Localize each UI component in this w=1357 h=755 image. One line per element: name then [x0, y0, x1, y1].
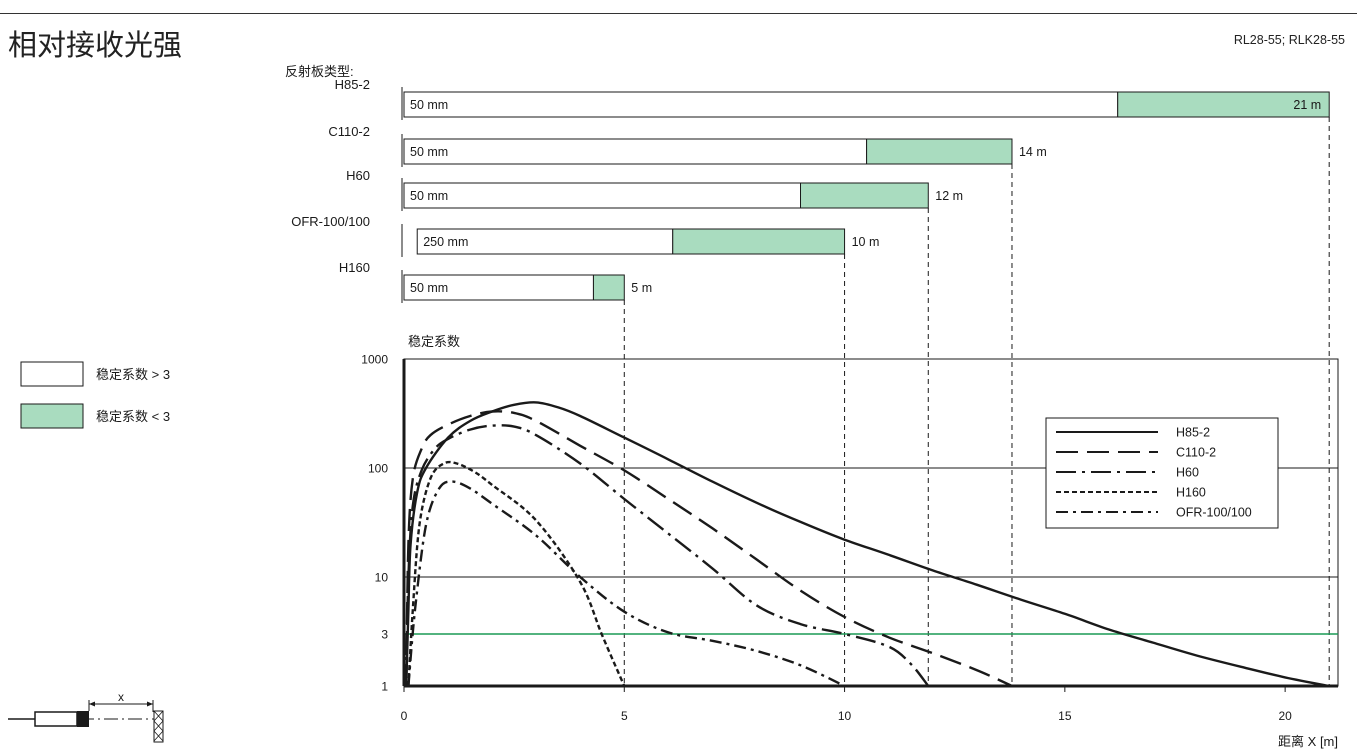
bar-row-c110-2: C110-2 50 mm 14 m [328, 124, 1047, 167]
legend-box-good [20, 361, 84, 387]
curve-c110-2 [405, 410, 1013, 686]
bar-segment-weak [800, 182, 929, 209]
legend-label-ofr-100-100: OFR-100/100 [1176, 506, 1252, 520]
reflector-type-label: H60 [346, 168, 370, 183]
legend-label-weak: 稳定系数 < 3 [96, 409, 170, 424]
x-axis-title: 距离 X [m] [1278, 734, 1338, 749]
bar-segment-stable [403, 138, 868, 165]
bar-row-ofr-100-100: OFR-100/100 250 mm 10 m [291, 214, 879, 257]
top-rule [0, 13, 1357, 14]
x-tick-label: 0 [401, 709, 408, 723]
curves [405, 401, 1330, 686]
y-axis-title: 稳定系数 [408, 334, 460, 349]
line-legend: H85-2 C110-2 H60 H160 OFR-100/100 [1045, 417, 1279, 529]
bar-segment-stable [403, 182, 802, 209]
dimension-arrow-left [89, 701, 95, 707]
curve-h160 [407, 460, 626, 686]
y-tick-label: 10 [375, 571, 389, 585]
curve-ofr-100-100 [407, 480, 846, 686]
y-tick-label: 1 [381, 680, 388, 694]
x-tick-label: 15 [1058, 709, 1072, 723]
sensor-body [34, 711, 78, 727]
legend-label-good: 稳定系数 > 3 [96, 367, 170, 382]
curve-h60 [405, 424, 930, 686]
stability-chart: 稳定系数 1 3 10 100 1000 0 5 10 15 20 距离 X [m] H85-2… [361, 334, 1339, 749]
bar-row-h85-2: H85-2 50 mm 21 m [335, 77, 1330, 120]
bar-max-label: 14 m [1019, 145, 1047, 159]
bar-row-h60: H60 50 mm 12 m [346, 168, 963, 211]
bar-max-label: 12 m [935, 189, 963, 203]
bar-segment-stable [403, 274, 594, 301]
legend-label-h160: H160 [1176, 486, 1206, 500]
bar-min-label: 50 mm [410, 145, 448, 159]
bar-segment-weak [1117, 91, 1330, 118]
bar-row-h160: H160 50 mm 5 m [339, 260, 652, 303]
curve-h85-2 [405, 401, 1330, 686]
y-tick-label: 100 [368, 462, 388, 476]
dimension-label: x [118, 690, 124, 704]
reflector-type-label: H85-2 [335, 77, 370, 92]
bar-segment-stable [403, 91, 1119, 118]
bar-min-label: 50 mm [410, 189, 448, 203]
legend-label-h85-2: H85-2 [1176, 426, 1210, 440]
bar-segment-weak [592, 274, 625, 301]
x-tick-label: 10 [838, 709, 852, 723]
y-ticks: 1 3 10 100 1000 [361, 353, 388, 694]
color-legend: 稳定系数 > 3 稳定系数 < 3 [20, 361, 170, 429]
bar-min-label: 50 mm [410, 281, 448, 295]
bar-max-label: 10 m [852, 235, 880, 249]
dimension-arrow-right [147, 701, 153, 707]
bar-min-label: 50 mm [410, 98, 448, 112]
x-tick-label: 5 [621, 709, 628, 723]
reflector-hatch [153, 710, 164, 742]
y-tick-label: 3 [381, 627, 388, 641]
bar-segment-weak [866, 138, 1013, 165]
x-ticks: 0 5 10 15 20 [401, 686, 1292, 723]
y-tick-label: 1000 [361, 353, 388, 367]
sensor-lens [77, 711, 89, 727]
legend-box-weak [20, 403, 84, 429]
sensor-diagram: x [8, 690, 164, 743]
page-title: 相对接收光强 [8, 28, 183, 62]
bar-min-label: 250 mm [423, 235, 468, 249]
reflector-type-label: OFR-100/100 [291, 214, 370, 229]
range-bars: H85-2 50 mm 21 m C110-2 50 mm 14 m H60 50 mm 12 … [291, 77, 1330, 686]
legend-label-h60: H60 [1176, 466, 1199, 480]
bar-max-label: 21 m [1293, 98, 1321, 112]
bar-max-label: 5 m [631, 281, 652, 295]
legend-label-c110-2: C110-2 [1176, 446, 1216, 460]
bar-segment-weak [672, 228, 846, 255]
reflector-type-label: C110-2 [328, 124, 370, 139]
x-tick-label: 20 [1278, 709, 1292, 723]
model-label: RL28-55; RLK28-55 [1233, 33, 1345, 47]
reflector-type-label: H160 [339, 260, 370, 275]
bars-caption: 反射板类型: [285, 64, 354, 79]
